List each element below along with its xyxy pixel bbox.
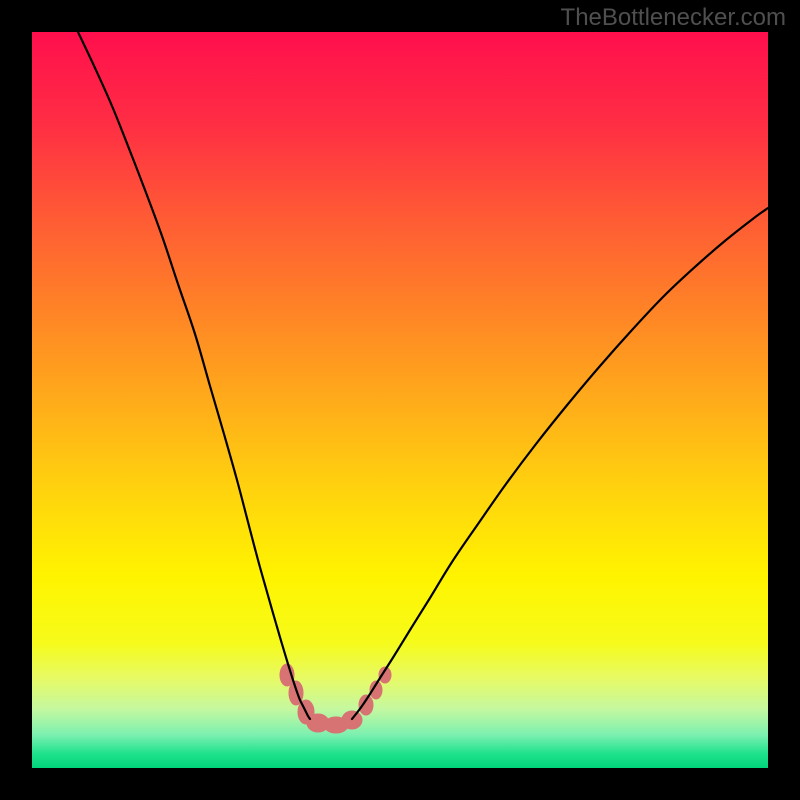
gradient-plot-area [32,32,768,768]
watermark-text: TheBottlenecker.com [561,4,786,32]
chart-container: TheBottlenecker.com [0,0,800,800]
